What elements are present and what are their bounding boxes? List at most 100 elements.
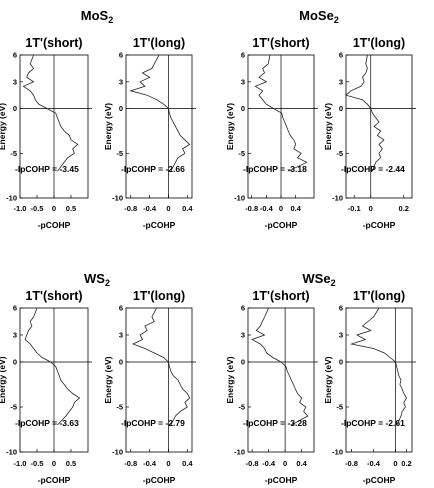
x-axis-title: -pCOHP	[38, 475, 71, 485]
panel-title: 1T'(short)	[252, 36, 309, 50]
x-tick-label: -1.0	[14, 204, 27, 213]
plot-frame	[125, 54, 193, 199]
y-tick-label: 0	[339, 104, 343, 113]
y-axis-title: Energy (eV)	[103, 103, 113, 150]
y-tick-label: 3	[241, 331, 245, 340]
ipcohp-label: -IpCOHP = -2.44	[341, 164, 405, 174]
y-tick-label: 3	[339, 331, 343, 340]
y-tick-label: 6	[241, 304, 245, 313]
material-name: MoS	[81, 8, 109, 23]
y-axis-title: Energy (eV)	[0, 356, 7, 403]
x-tick-label: 0	[279, 204, 283, 213]
y-tick-label: 6	[13, 304, 17, 313]
material-title: WSe2	[302, 271, 335, 288]
x-tick-label: -0.8	[124, 204, 137, 213]
x-axis-title: -pCOHP	[363, 220, 396, 230]
y-tick-label: -10	[234, 194, 245, 203]
x-tick-label: 0	[166, 204, 170, 213]
x-tick-label: 0.4	[182, 204, 193, 213]
y-tick-label: -5	[238, 149, 245, 158]
x-tick-label: -0.8	[246, 459, 259, 468]
pcohp-curve	[24, 307, 81, 426]
panel-title: 1T'(short)	[252, 289, 309, 303]
panel-title: 1T'(long)	[353, 36, 405, 50]
y-tick-label: -5	[10, 149, 17, 158]
x-tick-label: -0.1	[348, 204, 361, 213]
y-tick-label: -10	[332, 448, 343, 457]
x-axis-title: -pCOHP	[143, 475, 176, 485]
x-axis-title: -pCOHP	[265, 475, 298, 485]
x-tick-label: 0	[52, 459, 56, 468]
material-name: WS	[84, 271, 105, 286]
y-axis-title: Energy (eV)	[0, 103, 7, 150]
x-axis-title: -pCOHP	[38, 220, 71, 230]
y-axis-title: Energy (eV)	[225, 103, 235, 150]
x-tick-label: -1.0	[14, 459, 27, 468]
pcohp-panel: 1T'(short) 6 3 0 -5 -10-1.0 -0.5 0 0.5 -IpCOHP = …	[0, 36, 92, 230]
y-axis-title: Energy (eV)	[225, 356, 235, 403]
ipcohp-label: -IpCOHP = -2.79	[121, 418, 185, 428]
y-tick-label: -5	[238, 403, 245, 412]
y-tick-label: 0	[241, 358, 245, 367]
plot-frame	[247, 307, 315, 453]
material-subscript: 2	[331, 278, 336, 288]
plot-frame	[345, 307, 413, 453]
x-tick-label: -0.8	[245, 204, 258, 213]
x-tick-label: -0.8	[124, 459, 137, 468]
x-tick-label: 0.4	[290, 204, 301, 213]
y-tick-label: -5	[336, 149, 343, 158]
panel-title: 1T'(long)	[133, 289, 185, 303]
y-tick-label: -10	[6, 194, 17, 203]
material-name: WSe	[302, 271, 330, 286]
ipcohp-label: -IpCOHP = -3.63	[15, 418, 79, 428]
y-tick-label: 6	[339, 304, 343, 313]
panel-title: 1T'(short)	[25, 36, 82, 50]
y-tick-label: 3	[119, 331, 123, 340]
ipcohp-label: -IpCOHP = -3.45	[15, 164, 79, 174]
ipcohp-label: -IpCOHP = -2.66	[121, 164, 185, 174]
x-tick-label: 0	[393, 459, 397, 468]
y-tick-label: -10	[112, 448, 123, 457]
material-title: MoSe2	[299, 8, 339, 25]
pcohp-curve	[349, 307, 407, 426]
ipcohp-label: -IpCOHP = -3.28	[243, 418, 307, 428]
pcohp-panel: 1T'(long) 6 3 0 -5 -10-0.8 -0.4 0 0.4 -IpCOHP = -…	[103, 289, 196, 485]
x-tick-label: -0.4	[143, 204, 157, 213]
y-tick-label: -10	[332, 194, 343, 203]
x-tick-label: 0.2	[401, 459, 411, 468]
y-tick-label: -5	[116, 149, 123, 158]
material-title: WS2	[84, 271, 110, 288]
pcohp-panel: 1T'(short) 6 3 0 -5 -10-0.8 -0.4 0 0.4 -IpCOHP = …	[225, 289, 318, 485]
y-tick-label: -10	[234, 448, 245, 457]
y-tick-label: -5	[116, 403, 123, 412]
y-tick-label: 0	[13, 358, 17, 367]
y-tick-label: 0	[241, 104, 245, 113]
y-tick-label: 6	[339, 51, 343, 60]
y-tick-label: 0	[13, 104, 17, 113]
pcohp-panel: 1T'(long) 6 3 0 -5 -10-0.8 -0.4 0 0.2 -IpCOHP = -…	[323, 289, 416, 485]
y-tick-label: 3	[119, 77, 123, 86]
x-tick-label: -0.4	[262, 459, 276, 468]
y-tick-label: 3	[13, 77, 17, 86]
pcohp-curve	[251, 307, 309, 426]
x-axis-title: -pCOHP	[265, 220, 298, 230]
y-tick-label: 3	[13, 331, 17, 340]
pcohp-curve	[254, 54, 308, 172]
material-title: MoS2	[81, 8, 113, 25]
y-axis-title: Energy (eV)	[323, 356, 333, 403]
x-tick-label: -0.4	[367, 459, 381, 468]
y-tick-label: 0	[339, 358, 343, 367]
x-tick-label: -0.4	[260, 204, 274, 213]
x-tick-label: -0.5	[31, 204, 44, 213]
ipcohp-label: -IpCOHP = -3.18	[243, 164, 307, 174]
x-tick-label: 0.4	[296, 459, 307, 468]
y-tick-label: 6	[241, 51, 245, 60]
x-tick-label: 0	[283, 459, 287, 468]
x-axis-title: -pCOHP	[363, 475, 396, 485]
x-tick-label: -0.8	[345, 459, 358, 468]
y-tick-label: 6	[119, 304, 123, 313]
